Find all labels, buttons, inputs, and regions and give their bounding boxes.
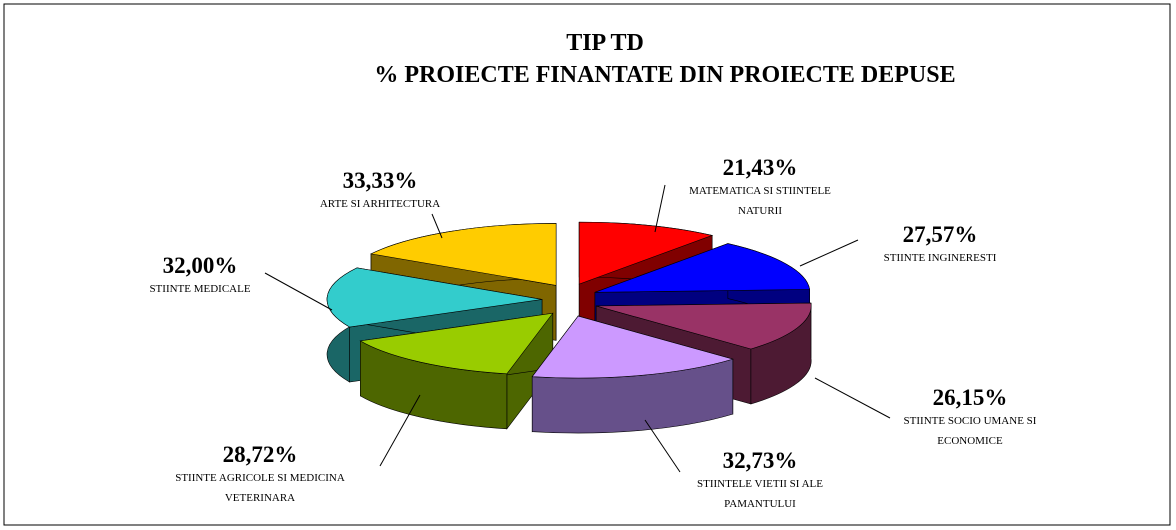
value-label: 32,73%: [722, 448, 798, 473]
slice: [326, 267, 543, 328]
category-label: STIINTE SOCIO UMANE SI ECONOMICE: [903, 415, 1037, 447]
category-label: ARTE SI ARHITECTURA: [319, 198, 441, 210]
value-label: 26,15%: [932, 385, 1008, 410]
leader-line: [431, 213, 443, 239]
slice: [370, 223, 557, 286]
slice: [531, 315, 734, 379]
leader-line: [264, 272, 333, 311]
value-label: 27,57%: [902, 222, 978, 247]
value-label: 32,00%: [162, 253, 238, 278]
category-label: MATEMATICA SI STIINTELE NATURII: [689, 185, 831, 217]
leader-line: [644, 419, 681, 473]
leader-line: [799, 239, 859, 267]
slice: [594, 243, 811, 293]
category-label: STIINTELE VIETII SI ALE PAMANTULUI: [697, 478, 823, 510]
leader-line: [379, 394, 421, 467]
leader-line: [814, 377, 891, 419]
category-label: STIINTE MEDICALE: [149, 283, 251, 295]
category-label: STIINTE AGRICOLE SI MEDICINA VETERINARA: [175, 472, 345, 504]
slice: [578, 221, 714, 285]
value-label: 28,72%: [222, 442, 298, 467]
slice: [596, 302, 812, 350]
value-label: 33,33%: [342, 168, 418, 193]
slice: [359, 312, 554, 375]
chart-title: TIP TD: [566, 30, 644, 56]
value-label: 21,43%: [722, 155, 798, 180]
category-label: STIINTE INGINERESTI: [883, 252, 997, 264]
pie: [326, 221, 812, 434]
chart-subtitle: % PROIECTE FINANTATE DIN PROIECTE DEPUSE: [374, 62, 956, 88]
leader-line: [654, 184, 666, 233]
